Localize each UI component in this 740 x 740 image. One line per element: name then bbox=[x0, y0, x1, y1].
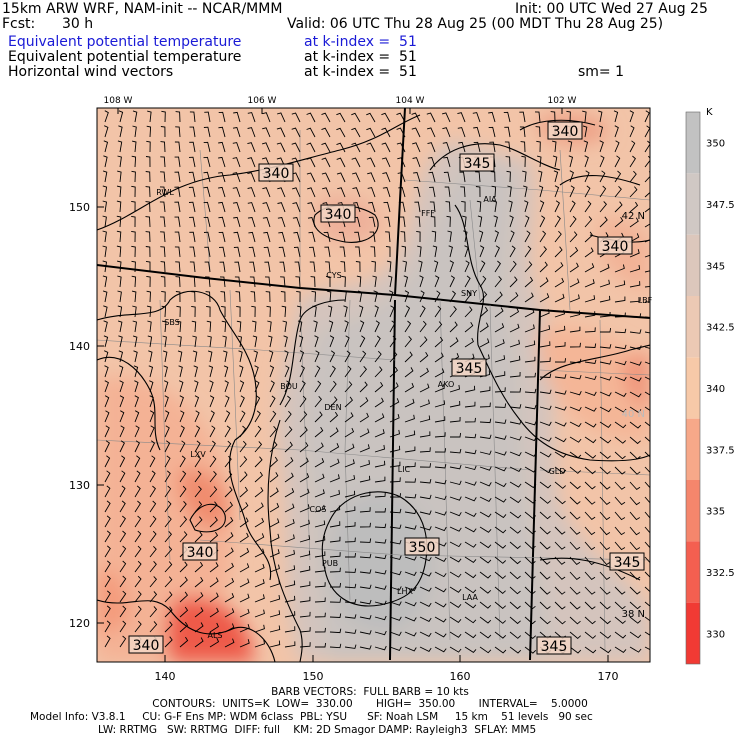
colorbar-label: 337.5 bbox=[706, 445, 735, 456]
forecast-label: Fcst: bbox=[2, 16, 36, 32]
station-label: LAA bbox=[462, 593, 478, 602]
station-label: FFF bbox=[421, 209, 435, 218]
theta-e-field bbox=[97, 108, 650, 662]
contour-label: 350 bbox=[404, 537, 440, 556]
svg-text:345: 345 bbox=[541, 639, 568, 655]
map-frame bbox=[96, 107, 651, 663]
right-lat-label: 40 N bbox=[622, 409, 645, 420]
contour-label: 340 bbox=[597, 236, 633, 255]
forecast-hour: 30 h bbox=[62, 16, 94, 32]
field-1-level: at k-index = 51 bbox=[304, 34, 417, 50]
station-label: RWL bbox=[156, 188, 174, 197]
station-label: COS bbox=[310, 505, 327, 514]
smoothing-setting: sm= 1 bbox=[578, 64, 625, 80]
station-label: ALS bbox=[207, 631, 222, 640]
bottom-x-tick-label: 170 bbox=[598, 670, 619, 683]
colorbar-label: 330 bbox=[706, 629, 725, 640]
axis-layer: 108 W 106 W 104 W 102 W 42 N 40 N 38 N 150 140 13… bbox=[69, 96, 645, 683]
station-layer: RWL FFF AIA CYS SNY SBS BOU AKO DEN LBF LXV LIC GLD C… bbox=[156, 188, 652, 640]
colorbar-label: 332.5 bbox=[706, 568, 735, 579]
right-lat-label: 42 N bbox=[622, 211, 645, 222]
colorbar-segment bbox=[686, 173, 700, 235]
colorbar-segment bbox=[686, 602, 700, 664]
colorbar-label: 347.5 bbox=[706, 200, 735, 211]
station-label: AIA bbox=[483, 195, 497, 204]
contour-label-layer: 340 340 345 340 340 345 350 345 340 345 340 bbox=[128, 121, 645, 655]
colorbar-unit: K bbox=[706, 107, 713, 118]
svg-text:340: 340 bbox=[133, 638, 160, 654]
svg-text:345: 345 bbox=[464, 156, 491, 172]
physics-info: LW: RRTMG SW: RRTMG DIFF: full KM: 2D Sm… bbox=[98, 724, 537, 736]
svg-text:340: 340 bbox=[552, 124, 579, 140]
station-label: DEN bbox=[324, 403, 341, 412]
top-lon-label: 102 W bbox=[548, 96, 577, 106]
colorbar-segment bbox=[686, 112, 700, 174]
station-label: AKO bbox=[438, 380, 455, 389]
contour-label: 340 bbox=[128, 635, 164, 654]
station-label: LIC bbox=[398, 465, 411, 474]
contour-legend: CONTOURS: UNITS=K LOW= 330.00 HIGH= 350.… bbox=[152, 698, 588, 710]
contour-label: 340 bbox=[320, 204, 356, 223]
left-y-tick-label: 140 bbox=[69, 340, 90, 353]
field-3-name: Horizontal wind vectors bbox=[8, 64, 174, 80]
svg-text:340: 340 bbox=[263, 166, 290, 182]
contour-label: 345 bbox=[451, 358, 487, 377]
contour-label: 340 bbox=[258, 163, 294, 182]
field-2-level: at k-index = 51 bbox=[304, 49, 417, 65]
contour-label: 345 bbox=[459, 153, 495, 172]
model-title: 15km ARW WRF, NAM-init -- NCAR/MMM bbox=[2, 1, 283, 17]
colorbar-segment bbox=[686, 357, 700, 419]
colorbar-label: 340 bbox=[706, 384, 725, 395]
model-info: Model Info: V3.8.1 CU: G-F Ens MP: WDM 6… bbox=[30, 711, 593, 723]
colorbar-segment bbox=[686, 418, 700, 480]
left-y-tick-label: 130 bbox=[69, 479, 90, 492]
svg-text:340: 340 bbox=[187, 545, 214, 561]
colorbar-segment bbox=[686, 541, 700, 603]
contour-label: 340 bbox=[182, 542, 218, 561]
colorbar-segment bbox=[686, 480, 700, 542]
svg-text:345: 345 bbox=[456, 361, 483, 377]
contour-label: 340 bbox=[547, 121, 583, 140]
svg-text:350: 350 bbox=[409, 540, 436, 556]
station-label: LXV bbox=[190, 450, 206, 459]
left-y-tick-label: 120 bbox=[69, 617, 90, 630]
station-label: BOU bbox=[280, 382, 298, 391]
station-label: PUB bbox=[322, 559, 338, 568]
station-label: SBS bbox=[164, 318, 180, 327]
valid-time: Valid: 06 UTC Thu 28 Aug 25 (00 MDT Thu … bbox=[287, 16, 664, 32]
station-label: LHX bbox=[397, 587, 413, 596]
init-time: Init: 00 UTC Wed 27 Aug 25 bbox=[515, 1, 708, 17]
top-lon-label: 104 W bbox=[396, 96, 425, 106]
colorbar: K 350 347.5 345 342.5 340 337.5 335 332.5 330 bbox=[685, 107, 735, 665]
svg-text:340: 340 bbox=[325, 207, 352, 223]
field-1-name: Equivalent potential temperature bbox=[8, 34, 242, 50]
svg-text:340: 340 bbox=[602, 239, 629, 255]
colorbar-label: 350 bbox=[706, 139, 725, 150]
colorbar-segment bbox=[686, 296, 700, 358]
field-2-name: Equivalent potential temperature bbox=[8, 49, 242, 65]
colorbar-label: 345 bbox=[706, 261, 725, 272]
colorbar-segment bbox=[686, 234, 700, 296]
bottom-x-tick-label: 150 bbox=[303, 670, 324, 683]
station-label: LBF bbox=[638, 296, 653, 305]
left-y-tick-label: 150 bbox=[69, 201, 90, 214]
contour-label: 345 bbox=[536, 636, 572, 655]
barb-legend: BARB VECTORS: FULL BARB = 10 kts bbox=[271, 686, 469, 698]
station-label: GLD bbox=[549, 467, 566, 476]
colorbar-label: 342.5 bbox=[706, 323, 735, 334]
colorbar-label: 335 bbox=[706, 507, 725, 518]
station-label: CYS bbox=[326, 271, 341, 280]
bottom-x-tick-label: 140 bbox=[155, 670, 176, 683]
station-label: SNY bbox=[461, 289, 477, 298]
bottom-x-tick-label: 160 bbox=[450, 670, 471, 683]
contour-label: 345 bbox=[609, 552, 645, 571]
top-lon-label: 106 W bbox=[248, 96, 277, 106]
colorbar-frame bbox=[685, 111, 701, 665]
top-lon-label: 108 W bbox=[104, 96, 133, 106]
field-3-level: at k-index = 51 bbox=[304, 64, 417, 80]
svg-text:345: 345 bbox=[614, 555, 641, 571]
right-lat-label: 38 N bbox=[622, 609, 645, 620]
